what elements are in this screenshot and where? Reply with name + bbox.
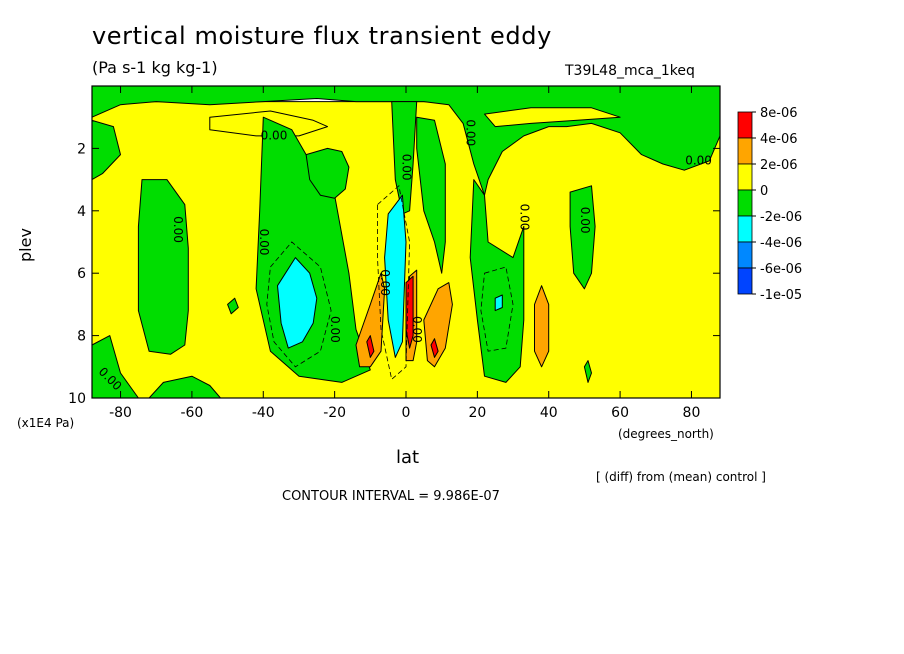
contour-region-17 bbox=[384, 194, 407, 358]
legend-swatch-3 bbox=[737, 189, 753, 217]
y-tick-label-0: 2 bbox=[77, 141, 86, 157]
y-tick-label-3: 8 bbox=[77, 329, 86, 345]
y-tick-label-4: 10 bbox=[68, 391, 86, 407]
chart-units: (Pa s-1 kg kg-1) bbox=[92, 58, 218, 77]
contour-region-11 bbox=[569, 185, 596, 290]
contour-region-19 bbox=[355, 272, 386, 368]
contour-fill-group: 0.00 0.00 0.00 0.00 0.00 0.00 0.00 0.00 0.00 0.00… bbox=[92, 86, 720, 398]
y-tick-label-2: 6 bbox=[77, 266, 86, 282]
legend-swatch-6 bbox=[737, 267, 753, 295]
legend-swatch-5 bbox=[737, 241, 753, 269]
y-tick-label-1: 4 bbox=[77, 204, 86, 220]
contour-label-6: 0.00 bbox=[517, 204, 531, 231]
diff-note: [ (diff) from (mean) control ] bbox=[596, 470, 766, 484]
legend-label-3: 0 bbox=[760, 184, 768, 199]
contour-region-14 bbox=[227, 297, 239, 315]
legend-label-4: -2e-06 bbox=[760, 210, 802, 225]
legend-swatch-0 bbox=[737, 111, 753, 139]
contour-region-3 bbox=[484, 107, 621, 128]
contour-label-1: 0.00 bbox=[685, 153, 712, 167]
x-tick-label-6: 40 bbox=[540, 405, 558, 421]
chart-title: vertical moisture flux transient eddy bbox=[92, 22, 552, 50]
contour-region-12 bbox=[92, 335, 139, 398]
contour-region-5 bbox=[137, 179, 189, 355]
contour-region-9 bbox=[416, 116, 446, 274]
negative-contour-1 bbox=[377, 185, 411, 381]
contour-label-7: 0.00 bbox=[578, 207, 592, 234]
contour-region-10 bbox=[469, 179, 525, 383]
legend-label-0: 8e-06 bbox=[760, 106, 798, 121]
contour-label-10: 0.00 bbox=[410, 316, 424, 343]
x-tick-label-1: -60 bbox=[180, 405, 203, 421]
contour-label-2: 0.00 bbox=[400, 154, 414, 181]
x-tick-label-7: 60 bbox=[611, 405, 629, 421]
contour-label-4: 0.00 bbox=[171, 216, 185, 243]
contour-region-22 bbox=[534, 285, 550, 368]
contour-region-18 bbox=[494, 294, 503, 312]
x-tick-label-0: -80 bbox=[109, 405, 132, 421]
y-axis-units: (x1E4 Pa) bbox=[17, 416, 75, 430]
legend-label-5: -4e-06 bbox=[760, 236, 802, 251]
contour-region-8 bbox=[391, 101, 418, 215]
contour-region-24 bbox=[430, 338, 439, 358]
x-tick-label-4: 0 bbox=[402, 405, 411, 421]
contour-label-9: 0.00 bbox=[378, 269, 392, 296]
x-axis-units: (degrees_north) bbox=[618, 427, 714, 441]
contour-region-7 bbox=[305, 147, 350, 199]
legend-swatch-2 bbox=[737, 163, 753, 191]
x-axis-label: lat bbox=[396, 447, 420, 468]
contour-label-3: 0.00 bbox=[464, 119, 478, 146]
run-label: T39L48_mca_1keq bbox=[565, 63, 695, 79]
contour-label-8: 0.00 bbox=[328, 316, 342, 343]
contour-label-5: 0.00 bbox=[257, 229, 271, 256]
contour-region-16 bbox=[277, 257, 318, 349]
contour-region-25 bbox=[366, 335, 375, 358]
x-tick-label-5: 20 bbox=[468, 405, 486, 421]
legend-label-7: -1e-05 bbox=[760, 288, 802, 303]
legend-label-1: 4e-06 bbox=[760, 132, 798, 147]
contour-region-4 bbox=[92, 119, 121, 181]
legend-swatch-1 bbox=[737, 137, 753, 165]
legend-label-2: 2e-06 bbox=[760, 158, 798, 173]
legend-label-6: -6e-06 bbox=[760, 262, 802, 277]
x-tick-label-3: -20 bbox=[323, 405, 346, 421]
contour-region-13 bbox=[148, 375, 221, 398]
x-tick-label-8: 80 bbox=[683, 405, 701, 421]
contour-label-0: 0.00 bbox=[261, 128, 288, 142]
legend-swatch-4 bbox=[737, 215, 753, 243]
contour-region-15 bbox=[583, 360, 592, 383]
negative-contour-2 bbox=[480, 266, 514, 352]
contour-interval: CONTOUR INTERVAL = 9.986E-07 bbox=[282, 489, 500, 504]
x-tick-label-2: -40 bbox=[252, 405, 275, 421]
